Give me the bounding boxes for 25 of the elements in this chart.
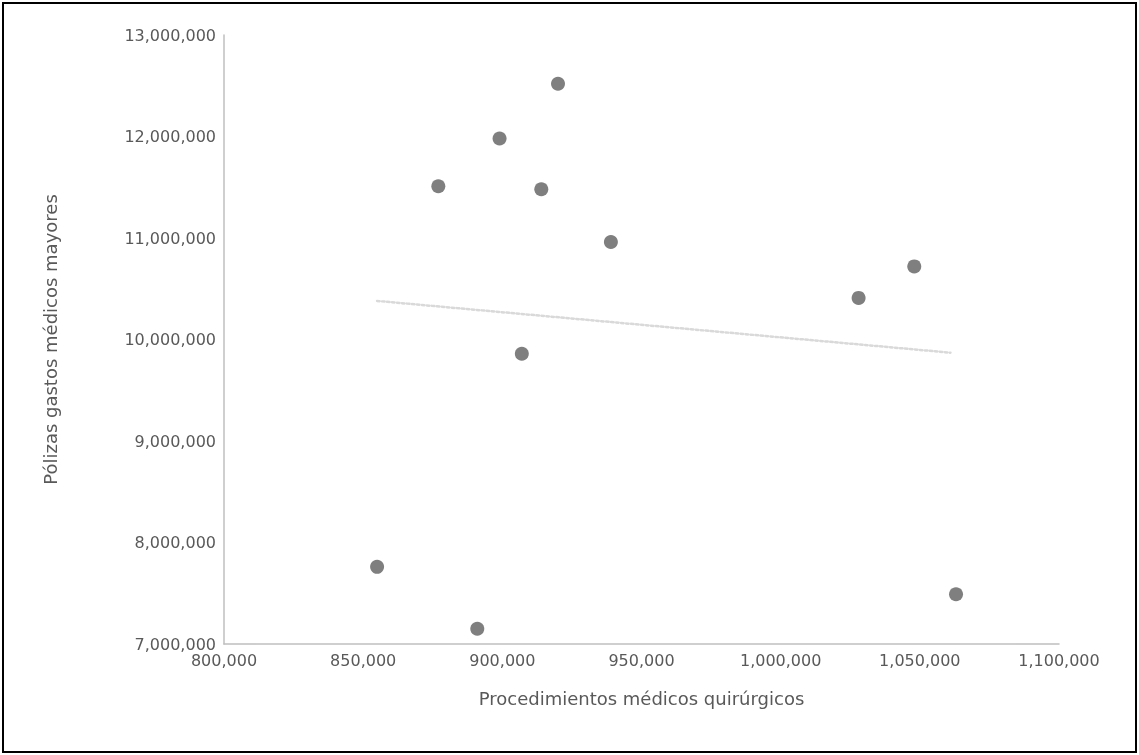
y-tick-label: 8,000,000 (134, 533, 216, 552)
y-axis-title: Pólizas gastos médicos mayores (39, 194, 61, 485)
point (492, 131, 507, 146)
x-tick-label: 1,100,000 (1018, 650, 1100, 670)
point (514, 346, 529, 361)
x-tick-label: 850,000 (330, 650, 397, 670)
x-axis-title: Procedimientos médicos quirúrgicos (478, 687, 805, 709)
point (470, 621, 485, 636)
point (431, 179, 446, 194)
point (534, 182, 549, 197)
y-tick-label: 10,000,000 (124, 330, 216, 349)
point (551, 76, 565, 91)
y-tick-label: 13,000,000 (124, 25, 216, 45)
y-tick-label: 9,000,000 (134, 431, 216, 451)
point (603, 235, 618, 250)
y-tick-label: 11,000,000 (124, 228, 216, 248)
x-tick-label: 900,000 (469, 650, 536, 670)
point (370, 559, 385, 574)
point (907, 259, 922, 274)
point (851, 290, 866, 305)
point (949, 587, 964, 602)
y-tick-label: 12,000,000 (124, 127, 216, 146)
x-tick-label: 1,000,000 (739, 650, 822, 670)
x-tick-label: 1,050,000 (879, 650, 961, 670)
x-tick-label: 950,000 (608, 650, 675, 670)
